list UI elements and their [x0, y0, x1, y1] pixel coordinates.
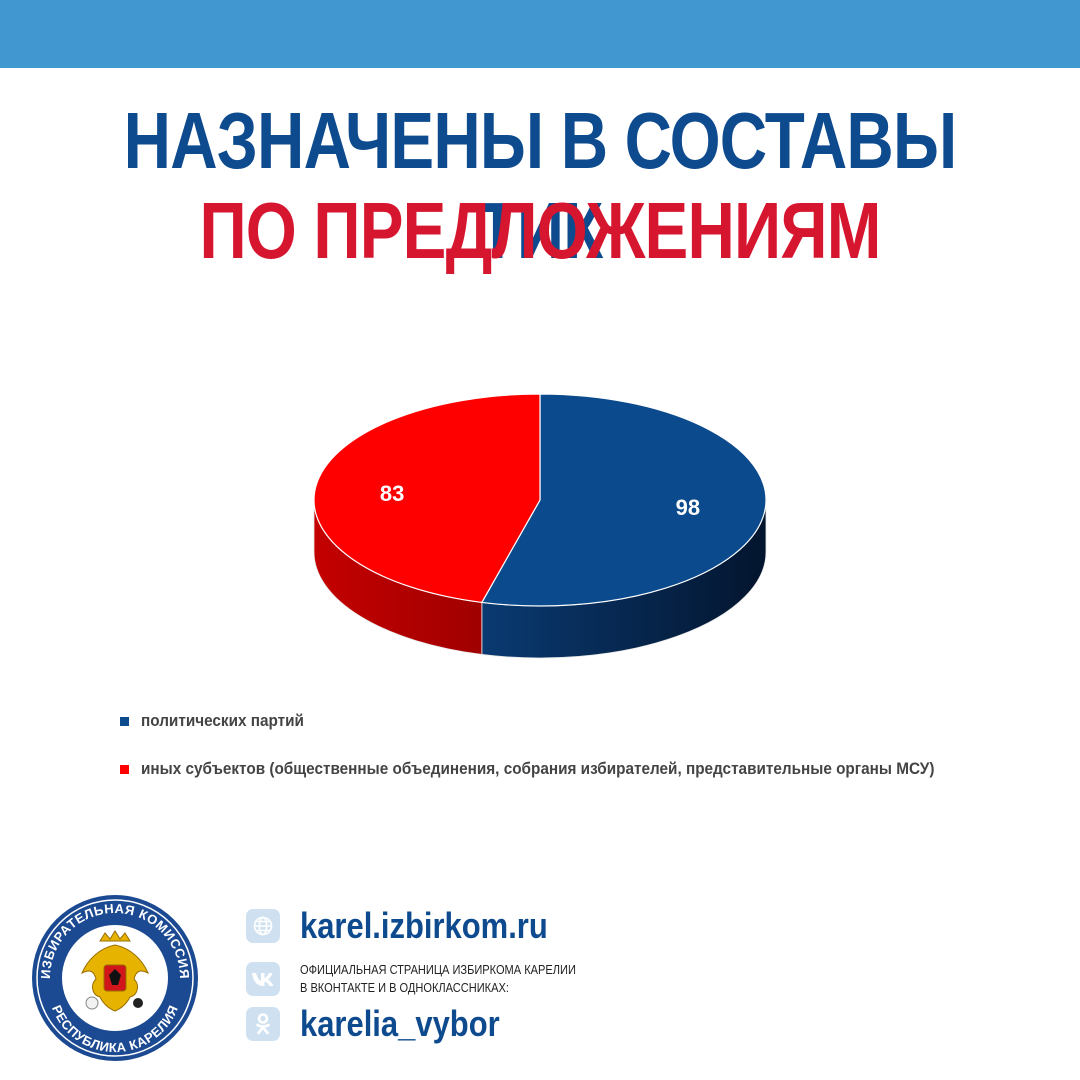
- legend-label-parties: политических партий: [141, 711, 304, 730]
- pie-label-parties: 98: [676, 495, 700, 520]
- contact-block: karel.izbirkom.ru ОФИЦИАЛЬНАЯ СТРАНИЦА И…: [246, 905, 846, 1045]
- globe-icon: [246, 909, 280, 943]
- commission-seal: ИЗБИРАТЕЛЬНАЯ КОМИССИЯ РЕСПУБЛИКА КАРЕЛИ…: [32, 895, 198, 1061]
- vk-icon[interactable]: [246, 962, 280, 996]
- pie-chart: 98 83: [313, 393, 767, 659]
- website-row: karel.izbirkom.ru: [246, 905, 846, 947]
- top-bar: [0, 0, 1080, 68]
- legend-swatch-parties: [120, 716, 129, 726]
- chart-legend: политических партий иных субъектов (обще…: [120, 708, 1020, 804]
- pie-slice-other: [313, 393, 541, 604]
- social-handle-link[interactable]: karelia_vybor: [300, 1003, 500, 1044]
- legend-swatch-other: [120, 764, 129, 774]
- legend-item-parties: политических партий: [120, 708, 1020, 734]
- description-row: ОФИЦИАЛЬНАЯ СТРАНИЦА ИЗБИРКОМА КАРЕЛИИ В…: [246, 961, 846, 997]
- social-row: karelia_vybor: [246, 1003, 846, 1045]
- legend-item-other: иных субъектов (общественные объединения…: [120, 756, 1020, 782]
- description-line-1: ОФИЦИАЛЬНАЯ СТРАНИЦА ИЗБИРКОМА КАРЕЛИИ: [300, 962, 576, 977]
- description-line-2: В ВКОНТАКТЕ И В ОДНОКЛАССНИКАХ:: [300, 980, 509, 995]
- pie-label-other: 83: [380, 481, 404, 506]
- legend-label-other: иных субъектов (общественные объединения…: [141, 759, 935, 778]
- page-title: НАЗНАЧЕНЫ В СОСТАВЫ ТИК: [123, 96, 958, 275]
- page-subtitle: ПО ПРЕДЛОЖЕНИЯМ: [199, 186, 881, 275]
- double-headed-eagle-icon: [81, 930, 149, 1012]
- website-link[interactable]: karel.izbirkom.ru: [300, 905, 548, 946]
- pie-slice-parties: [480, 393, 767, 607]
- ok-icon[interactable]: [246, 1007, 280, 1041]
- description-text: ОФИЦИАЛЬНАЯ СТРАНИЦА ИЗБИРКОМА КАРЕЛИИ В…: [300, 961, 625, 997]
